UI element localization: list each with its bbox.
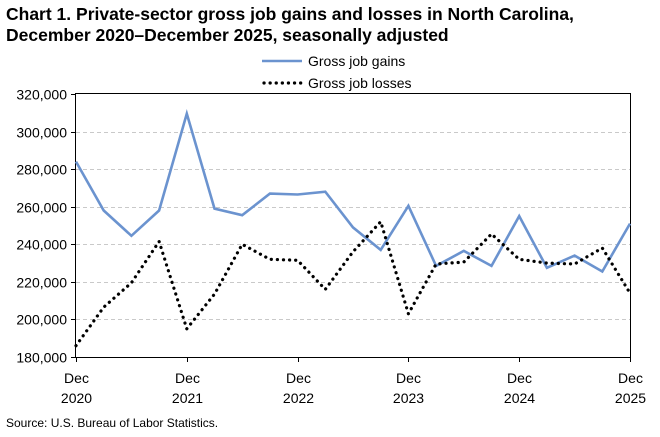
y-tick-label: 320,000 <box>16 87 67 103</box>
x-axis: Dec 2020 Dec 2021 Dec 2022 Dec 2023 Dec 2024 Dec 20… <box>61 357 646 406</box>
y-tick-label: 200,000 <box>16 312 67 328</box>
x-tick-label-year: 2020 <box>61 390 92 406</box>
x-tick-label-year: 2023 <box>393 390 424 406</box>
source-note: Source: U.S. Bureau of Labor Statistics. <box>6 416 219 430</box>
x-tick-label-month: Dec <box>286 370 311 386</box>
gridlines <box>76 132 630 320</box>
x-tick-label-year: 2021 <box>172 390 203 406</box>
x-tick-label-month: Dec <box>396 370 421 386</box>
legend-label: Gross job gains <box>308 53 405 69</box>
chart-title-line-2: December 2020–December 2025, seasonally … <box>6 25 449 45</box>
legend: Gross job gains Gross job losses <box>262 53 411 91</box>
y-axis: 180,000 200,000 220,000 240,000 260,000 280,0… <box>16 87 76 366</box>
y-tick-label: 240,000 <box>16 237 67 253</box>
y-tick-label: 300,000 <box>16 125 67 141</box>
y-tick-label: 220,000 <box>16 275 67 291</box>
x-tick-label-year: 2025 <box>615 390 646 406</box>
x-tick-label-month: Dec <box>64 370 89 386</box>
y-tick-label: 280,000 <box>16 162 67 178</box>
series-line-gross-job-losses <box>74 218 632 348</box>
y-tick-label: 260,000 <box>16 200 67 216</box>
x-tick-label-month: Dec <box>175 370 200 386</box>
plot-area-border <box>75 93 631 358</box>
chart-title-line-1: Chart 1. Private-sector gross job gains … <box>6 4 574 24</box>
y-tick-label: 180,000 <box>16 350 67 366</box>
x-tick-label-month: Dec <box>618 370 643 386</box>
legend-label: Gross job losses <box>308 75 411 91</box>
chart-title: Chart 1. Private-sector gross job gains … <box>6 4 656 46</box>
series-lines <box>74 109 632 348</box>
x-tick-label-month: Dec <box>507 370 532 386</box>
x-tick-label-year: 2024 <box>504 390 535 406</box>
series-line-gross-job-gains <box>74 109 632 274</box>
x-tick-label-year: 2022 <box>283 390 314 406</box>
